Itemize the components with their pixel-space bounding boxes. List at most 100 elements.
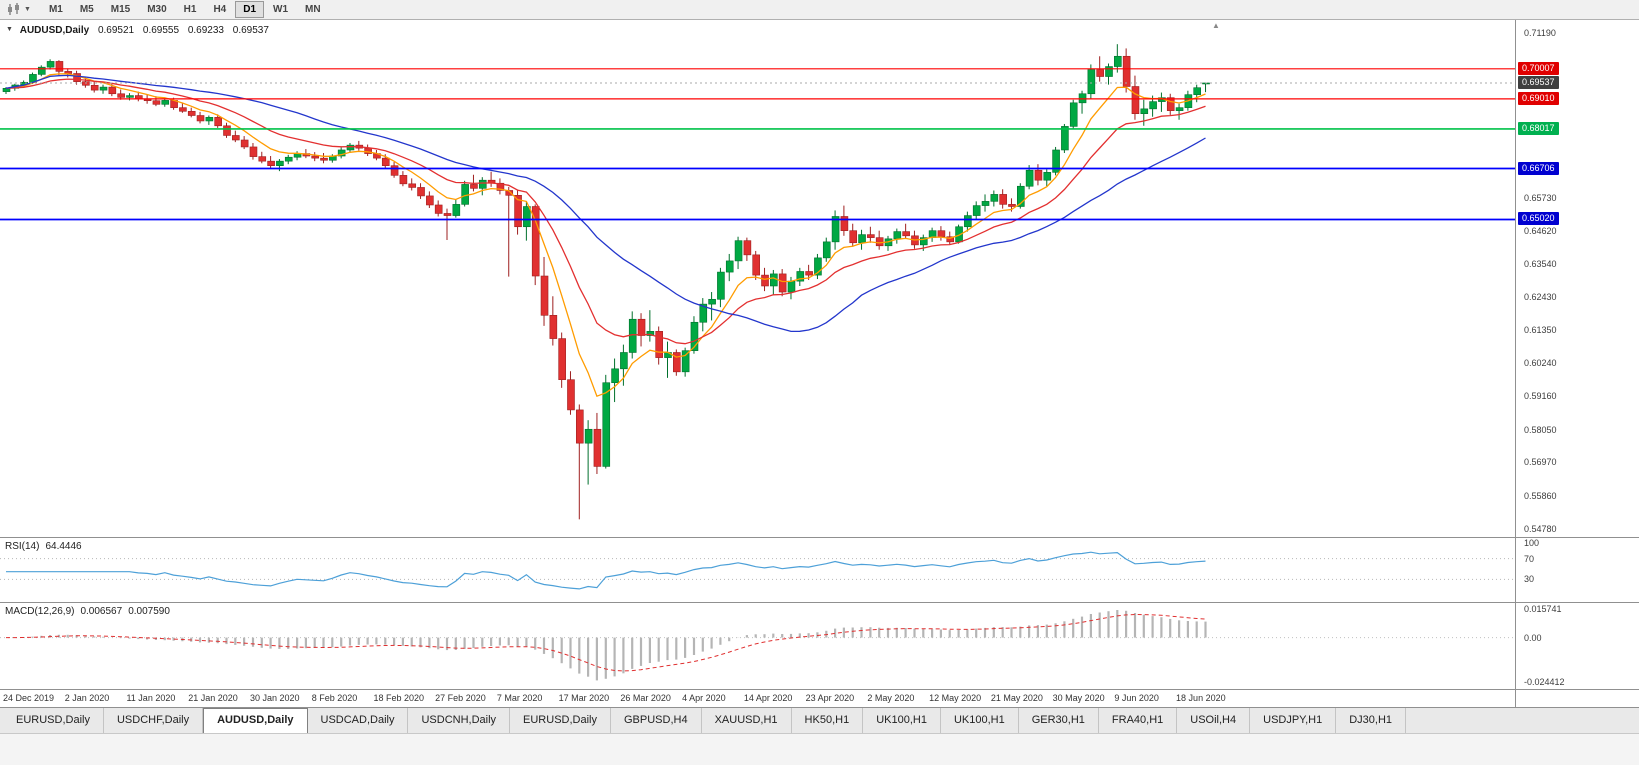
candle: [1114, 44, 1122, 73]
candle: [734, 236, 743, 270]
candle-body: [787, 280, 796, 293]
candle-body: [514, 195, 522, 228]
timeframe-button-w1[interactable]: W1: [273, 4, 289, 15]
candle-body: [478, 179, 487, 189]
tab-xauusd-h1[interactable]: XAUUSD,H1: [701, 708, 792, 733]
candle: [972, 201, 981, 220]
candle: [1087, 64, 1096, 99]
candle: [161, 98, 170, 107]
tab-uk100-h1[interactable]: UK100,H1: [940, 708, 1019, 733]
date-tick-label: 21 Jan 2020: [188, 693, 238, 703]
tab-dj30-h1[interactable]: DJ30,H1: [1336, 708, 1407, 733]
price-axis[interactable]: 0.71190 0.65730 0.64620 0.63540 0.62430 0.613…: [1516, 0, 1639, 765]
candle-body: [620, 352, 628, 370]
chart-type-icon[interactable]: [5, 2, 23, 17]
macd-axis-label: 0.015741: [1524, 604, 1562, 614]
tab-usoil-h4[interactable]: USOil,H4: [1177, 708, 1251, 733]
chart-type-dropdown-icon[interactable]: ▼: [24, 6, 31, 13]
date-tick-label: 21 May 2020: [990, 693, 1043, 703]
candle: [434, 200, 443, 217]
candle-body: [972, 205, 981, 216]
candle: [964, 211, 972, 232]
candle: [708, 292, 716, 321]
panel-separator[interactable]: [0, 602, 1639, 603]
candle-body: [399, 175, 408, 185]
candle: [152, 96, 161, 107]
panel-separator: [0, 707, 1639, 708]
candle-body: [232, 135, 240, 141]
price-tick-label: 0.55860: [1524, 490, 1557, 501]
panel-separator[interactable]: [0, 537, 1639, 538]
candle-body: [867, 234, 875, 238]
chart-title: ▼ AUDUSD,Daily 0.69521 0.69555 0.69233 0…: [6, 25, 269, 36]
timeframe-button-d1[interactable]: D1: [235, 1, 265, 18]
slow-ma-line: [5, 74, 1206, 333]
price-badge: 0.66706: [1518, 161, 1559, 175]
candle: [320, 152, 328, 164]
candle: [117, 89, 125, 100]
tab-eurusd-daily[interactable]: EURUSD,Daily: [3, 708, 104, 733]
date-tick-label: 9 Jun 2020: [1114, 693, 1159, 703]
tab-usdjpy-h1[interactable]: USDJPY,H1: [1250, 708, 1337, 733]
timeframe-button-h1[interactable]: H1: [183, 4, 197, 15]
tab-usdcad-daily[interactable]: USDCAD,Daily: [307, 708, 409, 733]
candle-body: [37, 66, 46, 75]
candle-body: [1043, 172, 1052, 181]
candle-body: [381, 157, 390, 166]
tab-eurusd-daily[interactable]: EURUSD,Daily: [510, 708, 611, 733]
tab-usdcnh-daily[interactable]: USDCNH,Daily: [408, 708, 511, 733]
tab-hk50-h1[interactable]: HK50,H1: [791, 708, 864, 733]
chart-shift-marker-icon: ▲: [1212, 21, 1220, 30]
timeframe-button-m30[interactable]: M30: [147, 4, 167, 15]
candle-body: [117, 93, 125, 98]
timeframe-button-m5[interactable]: M5: [79, 4, 94, 15]
candle-body: [690, 321, 699, 351]
ohlc-low: 0.69233: [187, 25, 224, 36]
candle: [390, 162, 399, 178]
candle: [293, 151, 302, 161]
candle-body: [893, 231, 902, 240]
time-axis[interactable]: 24 Dec 2019 2 Jan 2020 11 Jan 2020 21 Jan 2…: [0, 690, 1515, 707]
candle-body: [743, 240, 752, 256]
candle-body: [1114, 55, 1122, 67]
tab-fra40-h1[interactable]: FRA40,H1: [1098, 708, 1178, 733]
candle: [673, 349, 681, 376]
tab-uk100-h1[interactable]: UK100,H1: [863, 708, 941, 733]
candle-body: [99, 86, 108, 91]
candle-body: [320, 157, 328, 161]
candle-body: [734, 240, 743, 262]
candle: [584, 420, 593, 485]
candle: [364, 144, 372, 157]
tab-audusd-daily[interactable]: AUDUSD,Daily: [203, 708, 308, 733]
date-tick-label: 18 Jun 2020: [1176, 693, 1226, 703]
date-tick-label: 2 May 2020: [867, 693, 915, 703]
candle-body: [461, 184, 469, 205]
timeframe-button-mn[interactable]: MN: [305, 4, 321, 15]
candle: [981, 194, 990, 212]
ohlc-open: 0.69521: [97, 25, 135, 36]
ohlc-close: 0.69537: [232, 25, 269, 36]
timeframe-button-m15[interactable]: M15: [110, 4, 131, 15]
rsi-indicator-panel[interactable]: [0, 538, 1515, 602]
timeframe-button-h4[interactable]: H4: [213, 4, 227, 15]
candle-body: [1034, 169, 1043, 181]
candle: [1069, 99, 1078, 129]
macd-indicator-panel[interactable]: [0, 603, 1515, 689]
price-tick-label: 0.59160: [1524, 391, 1557, 402]
candle: [346, 143, 355, 153]
price-chart-panel[interactable]: [0, 20, 1515, 537]
macd-signal-value: 0.007590: [128, 606, 170, 617]
candle: [1043, 169, 1052, 187]
chart-collapse-icon[interactable]: ▼: [6, 26, 13, 33]
timeframe-button-m1[interactable]: M1: [48, 4, 63, 15]
candle-body: [1025, 169, 1034, 187]
candle-body: [567, 379, 575, 411]
tab-gbpusd-h4[interactable]: GBPUSD,H4: [611, 708, 702, 733]
candle: [655, 326, 663, 365]
tab-usdchf-daily[interactable]: USDCHF,Daily: [103, 708, 204, 733]
candle: [399, 171, 408, 187]
candle: [461, 180, 469, 207]
price-tick-label: 0.56970: [1524, 457, 1557, 468]
candle-body: [1175, 107, 1184, 111]
tab-ger30-h1[interactable]: GER30,H1: [1018, 708, 1099, 733]
